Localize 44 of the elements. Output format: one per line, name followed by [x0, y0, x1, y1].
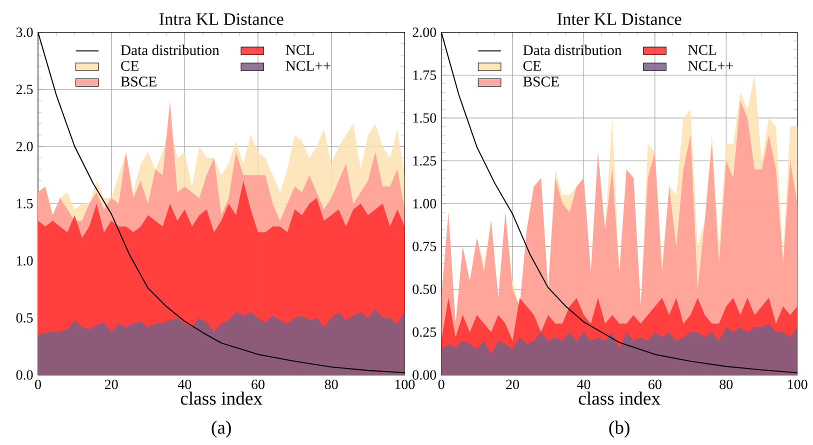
text: (b)	[609, 420, 630, 438]
legend-label: BSCE	[523, 76, 559, 87]
x-tick-label: 0	[438, 380, 444, 390]
y-tick-label: 0.75	[412, 242, 436, 252]
legend-label: NCL	[286, 45, 314, 55]
y-tick-label: 1.5	[17, 198, 33, 208]
y-tick-label: 0.0	[16, 370, 33, 380]
y-tick-label: 1.00	[413, 198, 436, 208]
y-tick-label: 0.25	[412, 327, 436, 337]
legend-label: Data distribution	[120, 44, 220, 56]
legend-label: Data distribution	[523, 44, 622, 56]
y-tick-label: 2.0	[16, 142, 33, 152]
x-tick-label: 40	[577, 380, 590, 390]
y-tick-label: 2.00	[412, 28, 436, 38]
y-tick-label: 3.0	[16, 28, 33, 38]
y-tick-label: 0.00	[412, 370, 436, 380]
x-tick-label: 40	[178, 380, 192, 390]
text: (a)	[212, 420, 231, 438]
legend-label: NCL++	[688, 60, 733, 71]
x-tick-label: 80	[720, 380, 733, 390]
x-tick-label: 60	[252, 380, 264, 390]
y-tick-label: 2.5	[16, 84, 33, 94]
legend-label: BSCE	[120, 76, 156, 87]
x-tick-label: 100	[788, 380, 808, 390]
y-tick-label: 1.0	[17, 256, 33, 266]
x-tick-label: 100	[395, 380, 415, 390]
x-tick-label: 60	[648, 380, 662, 390]
y-tick-label: 0.5	[16, 313, 33, 323]
x-tick-label: 80	[324, 380, 338, 390]
x-tick-label: 0	[35, 380, 41, 390]
y-tick-label: 1.50	[413, 113, 436, 123]
x-tick-label: 20	[104, 380, 118, 390]
y-tick-label: 1.25	[413, 156, 436, 166]
x-axis-title: class index	[578, 392, 660, 405]
legend-label: NCL++	[286, 60, 331, 71]
y-tick-label: 1.75	[413, 70, 436, 80]
x-axis-title: class index	[180, 392, 262, 405]
legend-label: CE	[121, 60, 138, 71]
chart-title: Inter KL Distance	[557, 13, 682, 25]
chart-title: Intra KL Distance	[159, 13, 284, 25]
legend-label: NCL	[688, 45, 716, 55]
legend-label: CE	[523, 60, 541, 71]
x-tick-label: 20	[506, 380, 519, 390]
y-tick-label: 0.50	[412, 284, 436, 294]
